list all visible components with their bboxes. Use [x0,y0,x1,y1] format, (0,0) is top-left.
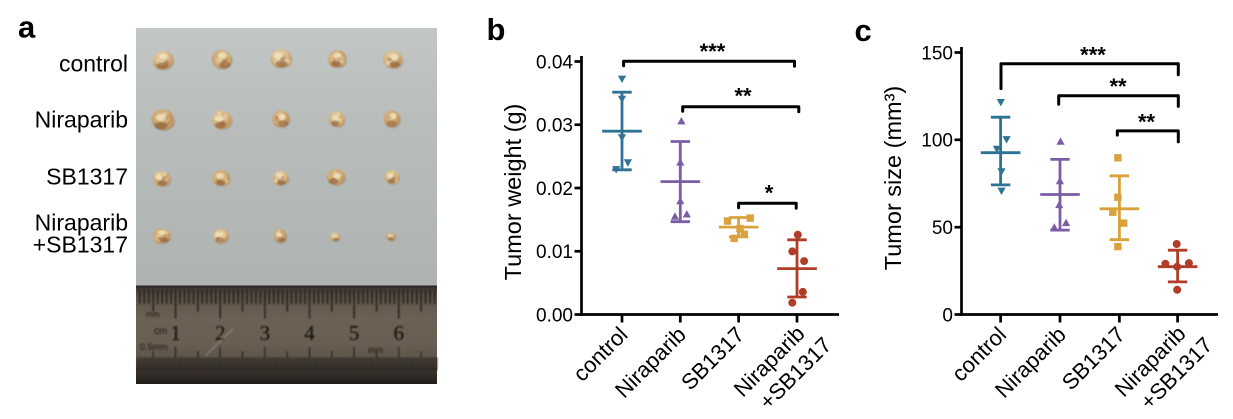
svg-text:150: 150 [921,43,953,64]
svg-text:Niraparib: Niraparib [35,210,128,236]
svg-text:b: b [487,12,506,47]
svg-text:Niraparib: Niraparib [35,107,128,133]
svg-text:***: *** [1080,42,1106,67]
svg-text:Niraparib+SB1317: Niraparib+SB1317 [729,313,837,419]
svg-text:cm: cm [154,326,167,337]
svg-text:control: control [59,51,128,77]
svg-text:0.01: 0.01 [536,242,573,263]
svg-text:0.02: 0.02 [536,179,573,200]
svg-text:2: 2 [215,321,226,345]
svg-text:c: c [855,13,872,48]
svg-text:**: ** [1138,109,1156,134]
svg-text:+SB1317: +SB1317 [33,232,128,258]
svg-text:**: ** [1109,74,1127,99]
svg-text:0.00: 0.00 [536,305,573,326]
svg-text:Tumor size (mm³): Tumor size (mm³) [880,86,906,271]
svg-text:SB1317: SB1317 [46,164,128,190]
svg-text:0.03: 0.03 [536,116,573,137]
svg-text:1: 1 [170,321,181,345]
svg-text:**: ** [734,84,752,109]
svg-text:6: 6 [394,321,405,345]
svg-text:3: 3 [260,321,271,345]
svg-text:Niraparib+SB1317: Niraparib+SB1317 [1110,313,1218,419]
svg-text:***: *** [700,39,726,64]
svg-text:0.04: 0.04 [536,52,573,73]
svg-text:4: 4 [304,321,315,345]
svg-text:0.5mm: 0.5mm [140,342,168,352]
svg-text:50: 50 [932,218,953,239]
svg-text:Tumor weight (g): Tumor weight (g) [500,104,526,281]
svg-text:5: 5 [349,321,360,345]
svg-text:mm: mm [368,345,383,355]
svg-text:100: 100 [921,131,953,152]
svg-text:*: * [765,180,774,205]
svg-text:0: 0 [942,305,953,326]
svg-text:mm: mm [146,310,160,319]
svg-text:a: a [18,10,36,45]
